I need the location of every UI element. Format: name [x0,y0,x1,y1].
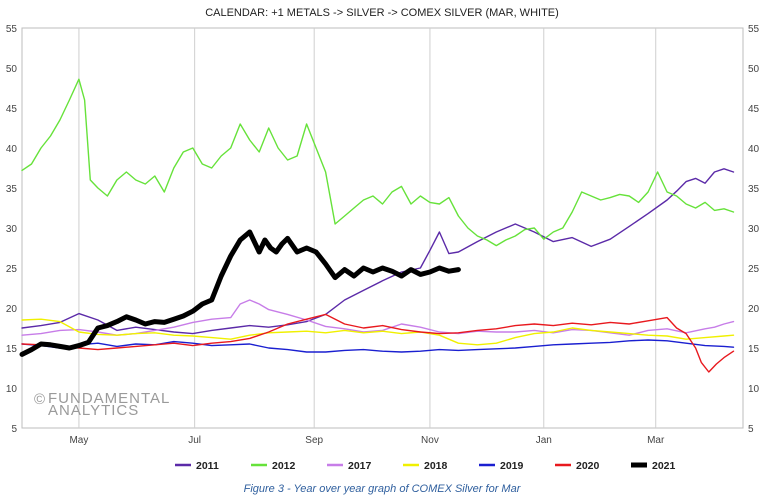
legend-label-2011: 2011 [196,460,219,472]
chart-title: CALENDAR: +1 METALS -> SILVER -> COMEX S… [205,7,559,19]
y-tick-label-left: 25 [6,264,18,275]
y-tick-label-right: 30 [748,224,760,235]
legend: 2011 2012 2017 2018 2019 2020 2021 [175,460,676,472]
y-tick-label-left: 15 [6,344,18,355]
series-line-2019 [21,339,735,353]
y-tick-label-left: 30 [6,224,18,235]
y-tick-label-right: 55 [748,24,760,35]
legend-label-2017: 2017 [348,460,372,472]
series-line-2011 [21,168,735,335]
gridlines [78,28,657,428]
x-tick-label: Mar [647,435,665,446]
y-tick-label-left: 35 [6,184,18,195]
y-tick-label-right: 10 [748,384,760,395]
y-tick-label-left: 55 [6,24,18,35]
y-tick-label-right: 45 [748,104,760,115]
legend-label-2018: 2018 [424,460,448,472]
y-tick-label-left: 5 [11,424,17,435]
x-tick-label: Jan [536,435,552,446]
y-tick-label-left: 20 [6,304,18,315]
watermark-line-1: FUNDAMENTAL [48,390,170,407]
legend-label-2012: 2012 [272,460,296,472]
x-tick-label: May [69,435,88,446]
y-tick-label-right: 50 [748,64,760,75]
y-tick-label-left: 50 [6,64,18,75]
y-tick-label-right: 20 [748,304,760,315]
series-line-2018 [21,318,735,346]
y-tick-label-left: 10 [6,384,18,395]
y-tick-label-right: 40 [748,144,760,155]
y-axis-right: 5 10 15 20 25 30 35 40 45 50 55 [748,24,760,435]
watermark-line-2: ANALYTICS [48,402,139,419]
x-tick-label: Nov [421,435,439,446]
series-layer [19,78,735,373]
plot-area [21,27,744,429]
legend-label-2021: 2021 [652,460,676,472]
copyright-symbol: © [34,391,46,408]
legend-label-2020: 2020 [576,460,600,472]
y-tick-label-left: 40 [6,144,18,155]
series-line-2020 [21,313,735,373]
y-tick-label-right: 35 [748,184,760,195]
y-tick-label-right: 25 [748,264,760,275]
figure-caption: Figure 3 - Year over year graph of COMEX… [244,483,522,495]
y-tick-label-left: 45 [6,104,18,115]
series-line-2012 [21,78,735,247]
x-tick-label: Sep [305,435,323,446]
legend-label-2019: 2019 [500,460,524,472]
x-axis: May Jul Sep Nov Jan Mar [69,435,665,446]
x-tick-label: Jul [188,435,201,446]
y-tick-label-right: 5 [748,424,754,435]
series-line-2021 [19,229,461,357]
y-tick-label-right: 15 [748,344,760,355]
watermark: © FUNDAMENTAL ANALYTICS [34,390,170,419]
y-axis-left: 5 10 15 20 25 30 35 40 45 50 55 [6,24,18,435]
